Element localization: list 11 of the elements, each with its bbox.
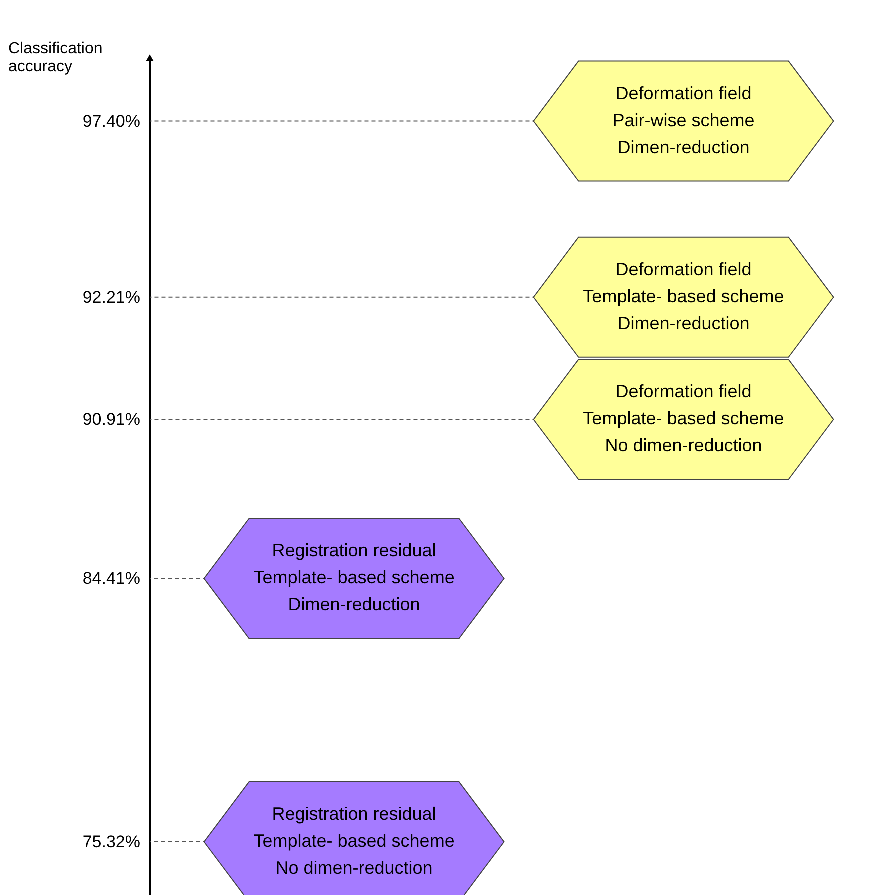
data-label: 92.21% [82,288,140,307]
category-label: Deformation field Template- based scheme No dimen-reduction [583,382,784,456]
category-label: Deformation field Template- based scheme Dimen-reduction [583,259,784,334]
text: Classification accuracy [8,40,103,76]
category-label: Registration residual Template- based scheme No dimen-reduction [254,804,455,878]
data-label: 90.91% [82,410,140,430]
category-label: Registration residual Template- based scheme Dimen-reduction [254,540,455,615]
data-label: 84.41% [82,569,140,588]
data-label: 97.40% [82,112,140,131]
category-label: Deformation field Pair-wise scheme Dimen-reduction [612,83,755,158]
data-label: 75.32% [82,832,140,852]
